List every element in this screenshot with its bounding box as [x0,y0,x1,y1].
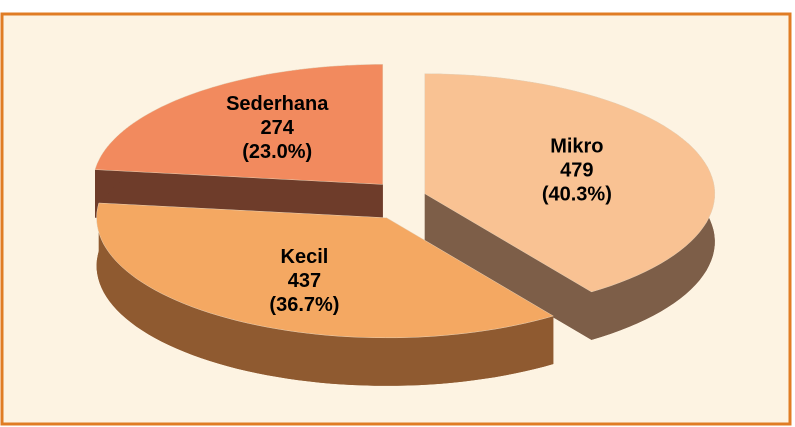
slice-value: 274 [261,117,295,139]
slice-name: Mikro [550,136,603,158]
slice [94,64,384,185]
slice-wall [424,193,592,340]
slice-name: Kecil [281,246,329,268]
slice-percent: (40.3%) [542,184,612,206]
slice-name: Sederhana [226,93,329,115]
slice-value: 479 [560,160,593,182]
slice-percent: (23.0%) [242,141,312,163]
slice-percent: (36.7%) [269,294,339,316]
slice-side [96,203,554,386]
slice [424,73,716,293]
slice [96,202,554,339]
slice-value: 437 [288,270,321,292]
